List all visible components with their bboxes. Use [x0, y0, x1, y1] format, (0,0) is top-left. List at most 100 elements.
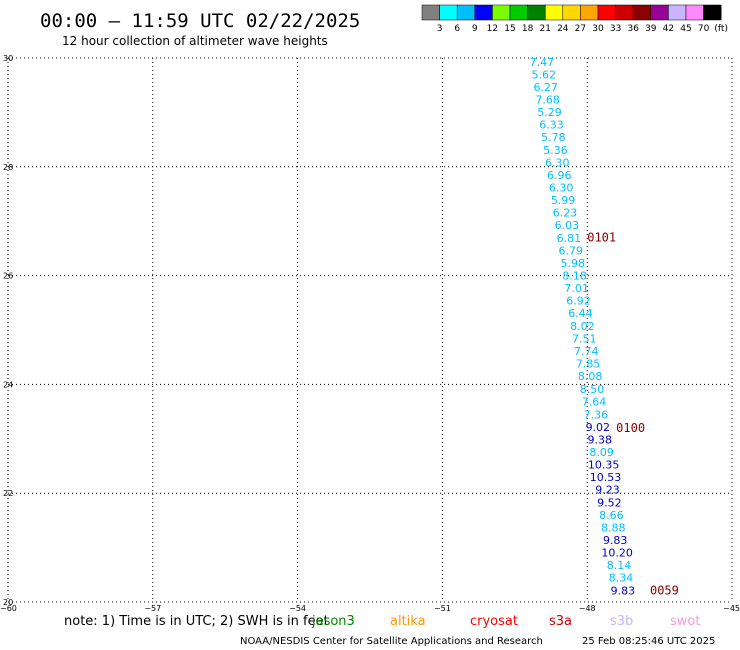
colorbar-swatch [650, 4, 669, 21]
colorbar-swatch [615, 4, 634, 21]
x-tick-label: −45 [723, 604, 740, 613]
wave-height-value: 6.27 [533, 81, 558, 94]
y-tick-label: 20 [3, 598, 13, 607]
wave-height-value: 5.78 [541, 131, 566, 144]
wave-height-value: 8.66 [599, 509, 624, 522]
pass-time-label: 0059 [650, 584, 679, 598]
colorbar-swatch [597, 4, 616, 21]
wave-height-value: 5.62 [532, 68, 557, 81]
wave-height-value: 7.68 [535, 93, 560, 106]
colorbar-label: 36 [627, 24, 639, 34]
colorbar-swatch [439, 4, 458, 21]
footer-note: note: 1) Time is in UTC; 2) SWH is in fe… [64, 614, 329, 629]
wave-height-value: 8.34 [609, 572, 634, 585]
timestamp-text: 25 Feb 08:25:46 UTC 2025 [582, 636, 715, 647]
pass-time-label: 0101 [587, 231, 616, 245]
wave-height-value: 10.35 [588, 458, 620, 471]
wave-height-value: 6.44 [568, 307, 593, 320]
colorbar-label: 70 [698, 24, 710, 34]
colorbar-swatch [527, 4, 546, 21]
wave-height-value: 9.52 [597, 496, 622, 509]
x-tick-label: −51 [434, 604, 451, 613]
colorbar-label: 18 [522, 24, 534, 34]
wave-height-value: 6.30 [549, 181, 574, 194]
x-tick-label: −48 [579, 604, 596, 613]
wave-height-value: 5.98 [560, 257, 585, 270]
colorbar-swatch [685, 4, 704, 21]
colorbar-label: 27 [575, 24, 586, 34]
chart-subtitle: 12 hour collection of altimeter wave hei… [62, 34, 328, 48]
y-tick-label: 22 [3, 489, 13, 498]
colorbar-swatch [632, 4, 652, 21]
colorbar-label: 33 [610, 24, 621, 34]
satellite-legend-altika: altika [390, 614, 426, 629]
x-tick-label: −54 [289, 604, 306, 613]
colorbar-swatch [668, 4, 687, 21]
wave-height-value: 6.92 [566, 295, 591, 308]
wave-height-value: 7.51 [572, 333, 597, 346]
wave-height-value: 8.02 [570, 320, 595, 333]
wave-height-value: 8.09 [589, 446, 614, 459]
wave-height-value: 6.33 [539, 118, 564, 131]
wave-height-value: 8.50 [580, 383, 605, 396]
wave-height-value: 6.03 [555, 219, 580, 232]
wave-height-value: 7.64 [582, 395, 607, 408]
pass-time-label: 0100 [616, 421, 645, 435]
wave-height-value: 5.99 [551, 194, 576, 207]
wave-height-value: 6.79 [559, 245, 584, 258]
y-tick-label: 24 [3, 380, 13, 389]
satellite-legend-s3b: s3b [610, 614, 633, 629]
colorbar-swatch [509, 4, 528, 21]
colorbar-swatch [562, 4, 581, 21]
wave-height-value: 10.53 [590, 471, 622, 484]
x-tick-label: −57 [144, 604, 161, 613]
colorbar-label: 6 [454, 24, 460, 34]
colorbar-label: (ft) [714, 24, 728, 34]
colorbar-label: 42 [663, 24, 674, 34]
wave-height-value: 9.38 [587, 433, 612, 446]
colorbar-swatch [703, 4, 722, 21]
wave-height-value: 7.74 [574, 345, 599, 358]
wave-height-value: 6.96 [547, 169, 572, 182]
colorbar-swatch [492, 4, 511, 21]
colorbar-label: 21 [539, 24, 550, 34]
colorbar-label: 15 [504, 24, 515, 34]
wave-height-value: 7.85 [576, 358, 601, 371]
wave-height-value: 5.36 [543, 144, 568, 157]
wave-height-value: 7.01 [564, 282, 589, 295]
colorbar-label: 9 [472, 24, 478, 34]
satellite-legend-cryosat: cryosat [470, 614, 518, 629]
credit-text: NOAA/NESDIS Center for Satellite Applica… [240, 636, 543, 647]
colorbar-label: 24 [557, 24, 569, 34]
colorbar-label: 3 [437, 24, 443, 34]
wave-height-value: 6.81 [557, 232, 582, 245]
wave-height-value: 8.18 [562, 270, 587, 283]
wave-height-value: 8.88 [601, 521, 626, 534]
colorbar-label: 45 [680, 24, 691, 34]
wave-height-value: 6.30 [545, 156, 570, 169]
colorbar-legend: 3 6 9 12 15 18 21 24 27 30 33 36 39 42 45 70 (ft) [421, 4, 728, 34]
colorbar-swatch [580, 4, 599, 21]
satellite-legend-swot: swot [670, 614, 700, 629]
wave-height-value: 9.83 [611, 585, 636, 598]
wave-height-value: 8.14 [607, 559, 632, 572]
wave-height-value: 7.36 [584, 408, 609, 421]
wave-height-value: 10.20 [601, 546, 633, 559]
wave-height-value: 6.23 [553, 206, 578, 219]
wave-height-value: 9.83 [603, 534, 628, 547]
wave-height-value: 9.23 [595, 483, 620, 496]
colorbar-label: 30 [592, 24, 604, 34]
y-tick-label: 30 [3, 54, 13, 63]
wave-height-value: 7.47 [530, 56, 555, 69]
colorbar-label: 12 [487, 24, 498, 34]
colorbar-label: 39 [645, 24, 657, 34]
y-tick-label: 26 [3, 272, 13, 281]
y-tick-label: 28 [3, 163, 13, 172]
satellite-legend-jason3: jason3 [311, 614, 355, 629]
wave-height-value: 8.08 [578, 370, 603, 383]
satellite-legend-s3a: s3a [549, 614, 572, 629]
colorbar-swatch [544, 4, 564, 21]
colorbar-swatch [421, 4, 440, 21]
